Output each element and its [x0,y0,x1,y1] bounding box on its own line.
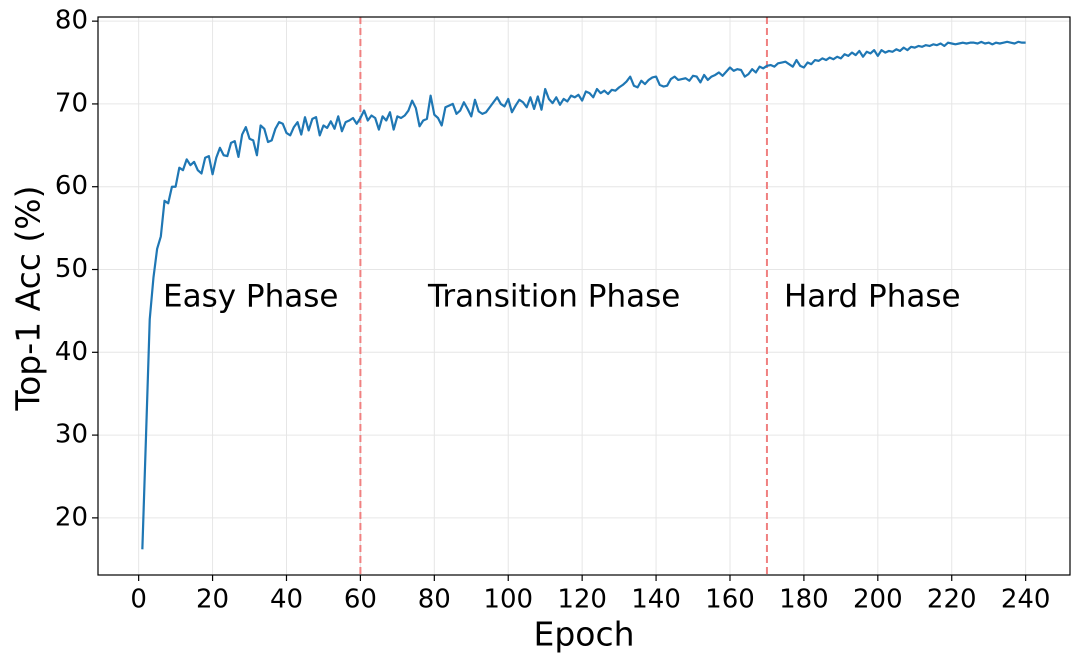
x-tick-label: 20 [196,585,229,615]
x-axis-label: Epoch [533,615,634,654]
y-tick-label: 60 [55,171,88,201]
x-tick-label: 240 [1001,585,1051,615]
phase-label: Transition Phase [427,279,680,315]
x-tick-label: 160 [705,585,755,615]
plot-frame [97,16,1071,576]
x-tick-label: 0 [130,585,147,615]
x-tick-label: 200 [853,585,903,615]
x-tick-label: 120 [557,585,607,615]
y-tick-label: 20 [55,502,88,532]
x-tick-label: 220 [927,585,977,615]
y-axis-label: Top-1 Acc (%) [9,186,48,412]
y-tick-label: 50 [55,254,88,284]
y-tick-label: 40 [55,337,88,367]
x-tick-label: 80 [418,585,451,615]
phase-label: Easy Phase [163,279,339,315]
y-tick-label: 30 [55,420,88,450]
phase-label: Hard Phase [784,279,961,315]
x-tick-label: 60 [344,585,377,615]
x-tick-label: 40 [270,585,303,615]
x-tick-label: 140 [631,585,681,615]
data-line [141,40,1026,550]
y-tick-label: 80 [55,6,88,36]
y-tick-label: 70 [55,88,88,118]
x-tick-label: 100 [483,585,533,615]
x-tick-label: 180 [779,585,829,615]
